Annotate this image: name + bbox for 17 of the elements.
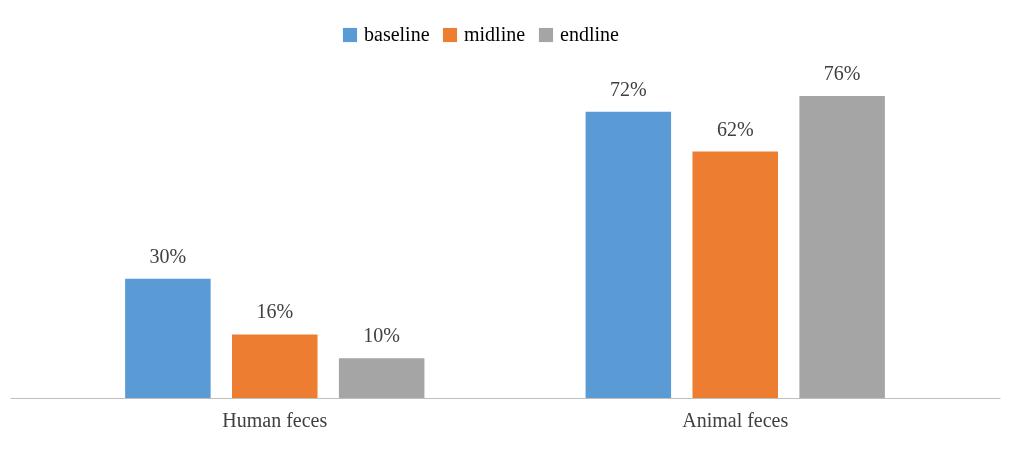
data-label: 16%: [256, 300, 294, 323]
bar: [799, 95, 885, 398]
legend-label: baseline: [364, 23, 430, 45]
legend-label: endline: [560, 23, 619, 45]
legend-label: midline: [464, 23, 526, 45]
bar: [232, 334, 318, 398]
bar: [692, 151, 778, 398]
data-label: 72%: [610, 77, 647, 100]
data-label: 62%: [716, 117, 754, 140]
x-tick-label: Human feces: [222, 408, 328, 431]
bar: [585, 111, 672, 398]
data-label: 10%: [363, 324, 400, 347]
data-label: 30%: [149, 244, 187, 267]
bar: [338, 358, 425, 398]
x-tick-label: Animal feces: [682, 408, 789, 431]
bar: [125, 278, 211, 398]
data-label: 76%: [823, 61, 861, 84]
